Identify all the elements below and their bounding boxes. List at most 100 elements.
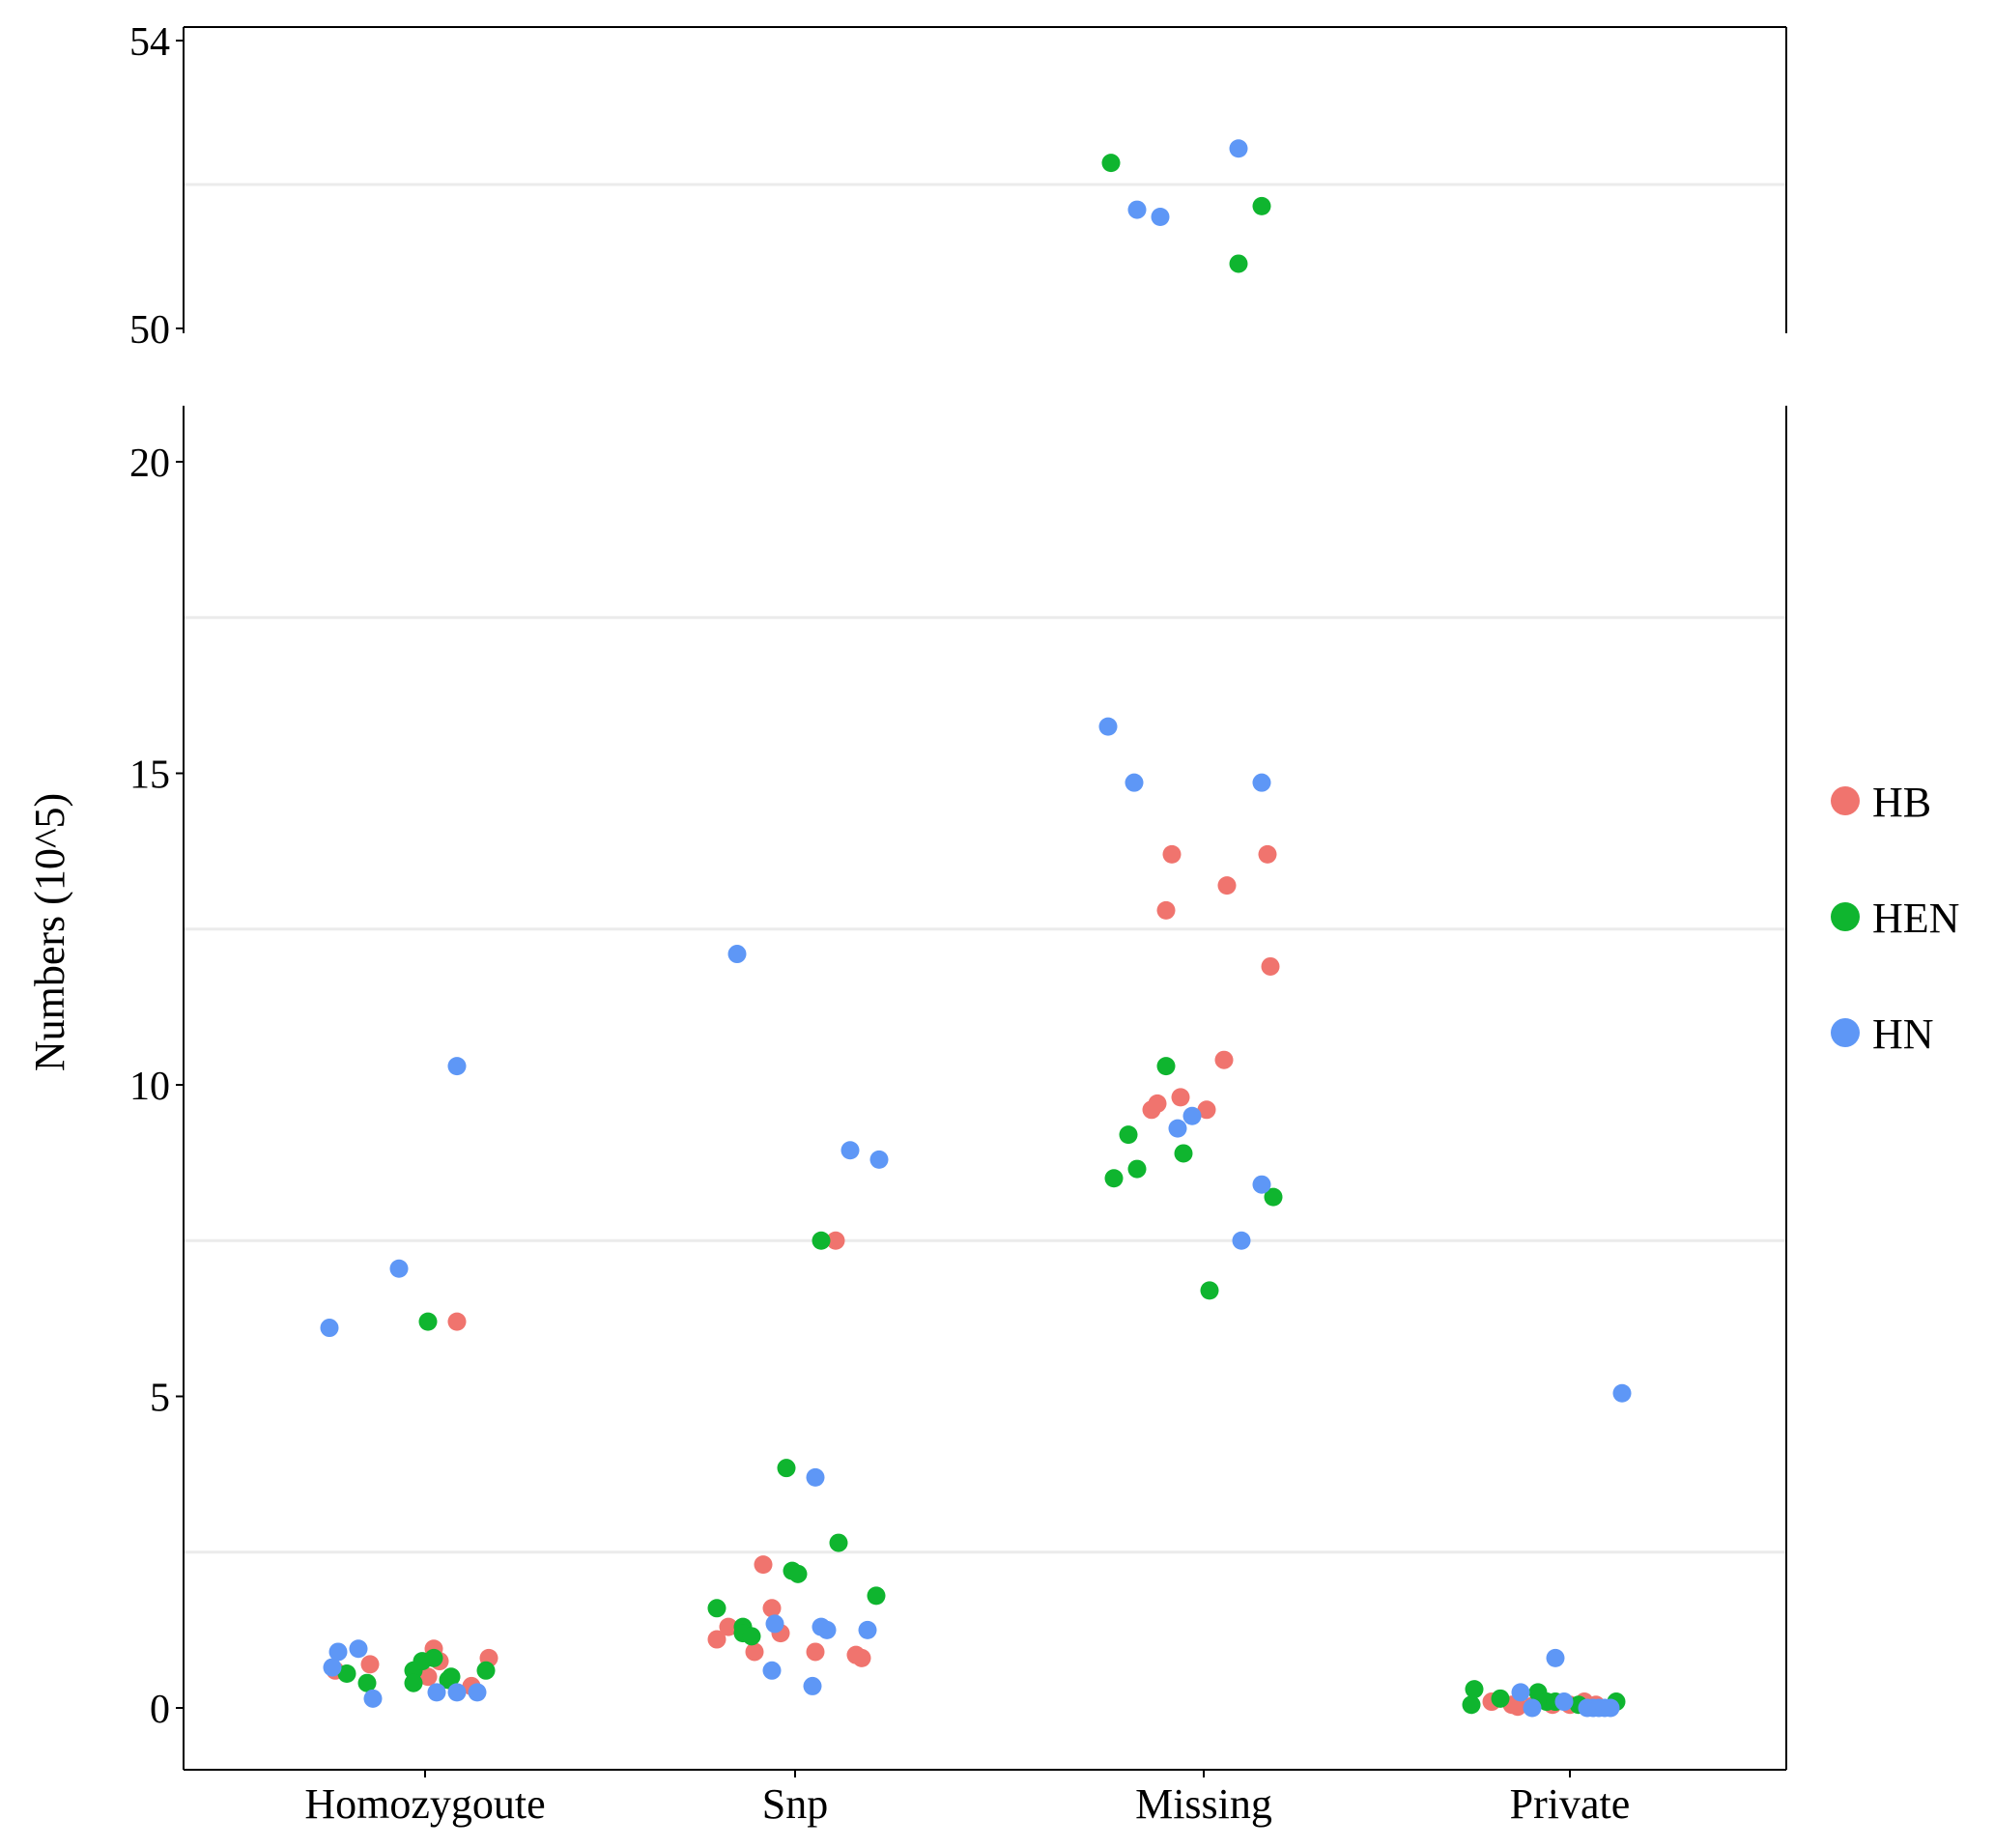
data-point-hn bbox=[762, 1661, 782, 1680]
legend-key-hen bbox=[1831, 902, 1860, 931]
data-point-hn bbox=[447, 1057, 467, 1076]
y-tick-label: 20 bbox=[129, 441, 170, 486]
data-point-hen bbox=[1462, 1695, 1481, 1715]
x-tick-label: Snp bbox=[762, 1780, 828, 1828]
data-point-hb bbox=[1261, 956, 1280, 976]
data-point-hb bbox=[1217, 876, 1237, 896]
data-point-hn bbox=[806, 1467, 825, 1487]
data-point-hen bbox=[418, 1312, 438, 1331]
upper-y-ticks: 50 54 bbox=[129, 20, 184, 353]
data-point-hen bbox=[1229, 254, 1248, 273]
data-point-hb bbox=[1148, 1094, 1167, 1113]
data-point-hen bbox=[442, 1667, 461, 1687]
data-point-hn bbox=[1229, 139, 1248, 158]
data-point-hn bbox=[1546, 1648, 1565, 1667]
data-point-hb bbox=[826, 1231, 845, 1250]
data-point-hn bbox=[869, 1150, 889, 1169]
data-point-hb bbox=[447, 1312, 467, 1331]
y-axis-title: Numbers (10^5) bbox=[26, 793, 73, 1071]
legend: HB HEN HN bbox=[1831, 779, 1959, 1058]
data-point-hn bbox=[1554, 1692, 1574, 1712]
data-point-hen bbox=[1264, 1187, 1283, 1207]
data-point-hn bbox=[1125, 773, 1144, 792]
data-point-hb bbox=[719, 1617, 738, 1636]
data-point-hn bbox=[363, 1689, 383, 1708]
data-point-hb bbox=[418, 1667, 438, 1687]
upper-points bbox=[1101, 139, 1271, 273]
data-point-hen bbox=[1252, 196, 1271, 215]
data-point-hn bbox=[1601, 1698, 1620, 1718]
data-point-hb bbox=[360, 1655, 380, 1674]
data-point-hen bbox=[788, 1564, 808, 1583]
data-point-hen bbox=[1491, 1689, 1510, 1708]
data-point-hn bbox=[840, 1141, 860, 1160]
legend-key-hn bbox=[1831, 1018, 1860, 1047]
data-point-hn bbox=[1511, 1683, 1530, 1702]
data-point-hn bbox=[1612, 1383, 1632, 1403]
data-point-hb bbox=[806, 1642, 825, 1662]
data-point-hen bbox=[357, 1673, 377, 1692]
data-point-hn bbox=[349, 1639, 368, 1659]
data-point-hn bbox=[1232, 1231, 1251, 1250]
x-axis-ticks: Homozygoute Snp Missing Private bbox=[304, 1770, 1630, 1828]
data-point-hn bbox=[765, 1614, 784, 1634]
data-point-hn bbox=[1098, 717, 1118, 736]
data-point-hn bbox=[323, 1658, 342, 1677]
y-tick-label: 54 bbox=[129, 20, 170, 65]
lower-points bbox=[320, 717, 1632, 1718]
data-point-hen bbox=[1465, 1680, 1484, 1699]
data-point-hb bbox=[707, 1630, 726, 1649]
data-point-hn bbox=[1252, 773, 1271, 792]
legend-label-hb: HB bbox=[1872, 779, 1931, 826]
data-point-hn bbox=[1151, 208, 1170, 227]
data-point-hb bbox=[1171, 1088, 1190, 1107]
data-point-hn bbox=[1252, 1175, 1271, 1194]
data-point-hen bbox=[707, 1599, 726, 1618]
y-tick-label: 10 bbox=[129, 1065, 170, 1109]
data-point-hn bbox=[447, 1683, 467, 1702]
data-point-hen bbox=[1127, 1159, 1147, 1179]
data-point-hen bbox=[1156, 1057, 1176, 1076]
data-point-hn bbox=[427, 1683, 446, 1702]
data-point-hn bbox=[1168, 1119, 1187, 1138]
data-point-hn bbox=[817, 1620, 837, 1639]
data-point-hen bbox=[404, 1673, 423, 1692]
data-point-hn bbox=[858, 1620, 877, 1639]
data-point-hb bbox=[762, 1599, 782, 1618]
data-point-hb bbox=[1197, 1100, 1216, 1120]
data-point-hb bbox=[1508, 1697, 1527, 1717]
data-point-hen bbox=[1174, 1144, 1193, 1163]
legend-key-hb bbox=[1831, 786, 1860, 815]
legend-label-hn: HN bbox=[1872, 1010, 1934, 1058]
data-point-hn bbox=[727, 945, 747, 964]
data-point-hen bbox=[1101, 154, 1121, 173]
data-point-hen bbox=[812, 1231, 831, 1250]
data-point-hen bbox=[424, 1648, 443, 1667]
lower-y-ticks: 0 5 10 15 20 bbox=[129, 441, 184, 1732]
data-point-hen bbox=[742, 1627, 761, 1646]
data-point-hn bbox=[1127, 200, 1147, 219]
data-point-hen bbox=[337, 1664, 356, 1684]
data-point-hb bbox=[745, 1642, 764, 1662]
lower-panel: 0 5 10 15 20 Homozygoute Snp Missing Private bbox=[129, 406, 1787, 1828]
data-point-hen bbox=[1200, 1281, 1219, 1300]
x-tick-label: Private bbox=[1510, 1780, 1631, 1828]
data-point-hb bbox=[754, 1555, 773, 1575]
data-point-hb bbox=[1258, 844, 1277, 864]
data-point-hen bbox=[829, 1533, 848, 1552]
lower-gridlines bbox=[184, 615, 1786, 1554]
data-point-hb bbox=[852, 1648, 871, 1667]
y-tick-label: 15 bbox=[129, 753, 170, 798]
upper-panel: 50 54 bbox=[129, 20, 1787, 353]
data-point-hen bbox=[867, 1586, 886, 1606]
x-tick-label: Missing bbox=[1135, 1780, 1272, 1828]
x-tick-label: Homozygoute bbox=[304, 1780, 545, 1828]
data-point-hen bbox=[1119, 1125, 1138, 1145]
data-point-hn bbox=[389, 1259, 409, 1278]
data-point-hn bbox=[328, 1642, 348, 1662]
data-point-hb bbox=[1214, 1050, 1234, 1069]
data-point-hen bbox=[1104, 1169, 1124, 1188]
data-point-hb bbox=[1162, 844, 1182, 864]
y-tick-label: 50 bbox=[129, 308, 170, 353]
data-point-hen bbox=[777, 1459, 796, 1478]
